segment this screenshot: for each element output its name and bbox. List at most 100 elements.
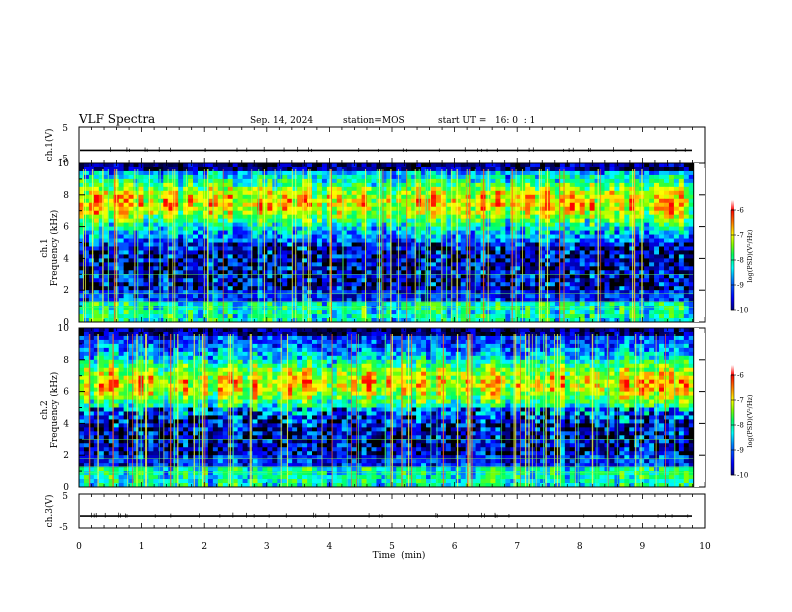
spectrogram-1-cell	[158, 206, 164, 212]
spectrogram-1-cell	[247, 190, 253, 196]
spectrogram-1-cell	[634, 262, 640, 267]
spectrogram-1-cell	[173, 246, 179, 251]
spectrogram-1-cell	[455, 254, 462, 259]
spectrogram-1-cell	[584, 270, 591, 275]
spectrogram-1-cell	[624, 182, 630, 188]
spectrogram-1-cell	[569, 198, 576, 204]
spectrogram-1-cell	[505, 282, 511, 287]
spectrogram-1-cell	[599, 302, 605, 307]
spectrogram-1-cell	[247, 302, 253, 307]
spectrogram-1-cell	[366, 218, 372, 224]
spectrogram-1-cell	[396, 242, 402, 247]
spectrogram-1-cell	[163, 206, 169, 212]
spectrogram-1-cell	[460, 278, 467, 283]
spectrogram-1-cell	[569, 286, 576, 291]
spectrogram-1-cell	[411, 250, 417, 255]
spectrogram-1-cell	[297, 274, 303, 279]
spectrogram-1-cell	[421, 246, 427, 251]
spectrogram-1-cell	[361, 198, 367, 204]
spectrogram-1-cell	[103, 174, 110, 180]
spectrogram-1-cell	[589, 274, 595, 279]
spectrogram-1-cell	[421, 290, 427, 295]
spectrogram-1-cell	[535, 258, 541, 263]
spectrogram-1-cell	[559, 262, 566, 267]
spectrogram-1-cell	[500, 218, 506, 224]
spectrogram-1-cell	[312, 246, 318, 251]
spectrogram-1-cell	[312, 234, 318, 239]
spectrogram-1-cell	[450, 163, 457, 168]
spectrogram-1-cell	[564, 270, 571, 275]
spectrogram-1-cell	[351, 290, 358, 295]
spectrogram-1-cell	[153, 226, 159, 231]
spectrogram-1-cell	[406, 258, 412, 263]
spectrogram-1-cell	[440, 210, 447, 216]
spectrogram-1-cell	[594, 302, 600, 307]
spectrogram-1-cell	[232, 238, 239, 243]
spectrogram-1-cell	[321, 242, 328, 247]
spectrogram-1-cell	[381, 222, 387, 228]
spectrogram-1-cell	[98, 230, 105, 235]
spectrogram-1-cell	[460, 310, 467, 315]
spectrogram-1-cell	[540, 254, 546, 259]
spectrogram-1-cell	[232, 202, 239, 208]
spectrogram-1-cell	[118, 298, 125, 303]
spectrogram-1-cell	[495, 250, 501, 255]
spectrogram-1-cell	[624, 242, 630, 247]
spectrogram-1-cell	[227, 186, 234, 192]
spectrogram-1-cell	[79, 163, 85, 168]
spectrogram-1-cell	[450, 218, 457, 224]
spectrogram-1-cell	[262, 262, 268, 267]
spectrogram-1-cell	[302, 314, 308, 319]
spectrogram-1-cell	[371, 258, 377, 263]
spectrogram-1-cell	[262, 278, 268, 283]
spectrogram-1-cell	[475, 170, 481, 176]
spectrogram-1-cell	[584, 286, 591, 291]
spectrogram-1-cell	[173, 238, 179, 243]
spectrogram-1-cell	[321, 274, 328, 279]
spectrogram-1-cell	[554, 298, 561, 303]
spectrogram-1-cell	[232, 174, 239, 180]
spectrogram-1-cell	[644, 190, 650, 196]
spectrogram-1-cell	[336, 226, 343, 231]
spectrogram-1-cell	[133, 290, 139, 295]
spectrogram-1-cell	[391, 258, 397, 263]
spectrogram-1-cell	[455, 226, 462, 231]
spectrogram-1-cell	[83, 194, 90, 200]
spectrogram-1-cell	[183, 190, 189, 196]
spectrogram-1-cell	[584, 246, 591, 251]
spectrogram-1-cell	[316, 170, 323, 176]
spectrogram-1-cell	[173, 302, 179, 307]
spectrogram-1-cell	[440, 202, 447, 208]
spectrogram-1-cell	[609, 166, 615, 172]
spectrogram-1-cell	[267, 226, 273, 231]
spectrogram-1-cell	[217, 178, 224, 184]
spectrogram-1-cell	[683, 314, 690, 319]
spectrogram-1-cell	[188, 163, 194, 168]
spectrogram-1-cell	[445, 222, 452, 228]
spectrogram-1-cell	[287, 222, 293, 228]
spectrogram-1-cell	[455, 194, 462, 200]
spectrogram-1-cell	[465, 226, 472, 231]
spectrogram-1-cell	[564, 226, 571, 231]
spectrogram-1-cell	[535, 206, 541, 212]
spectrogram-1-cell	[202, 166, 209, 172]
spectrogram-1-cell	[426, 274, 432, 279]
spectrogram-1-cell	[262, 274, 268, 279]
spectrogram-1-cell	[307, 163, 313, 168]
spectrogram-1-cell	[659, 310, 665, 315]
spectrogram-1-cell	[133, 174, 139, 180]
spectrogram-1-cell	[634, 254, 640, 259]
spectrogram-1-cell	[470, 250, 476, 255]
spectrogram-1-cell	[594, 190, 600, 196]
spectrogram-1-cell	[202, 170, 209, 176]
spectrogram-1-cell	[604, 234, 610, 239]
spectrogram-1-cell	[440, 170, 447, 176]
spectrogram-1-cell	[277, 298, 283, 303]
spectrogram-1-cell	[634, 290, 640, 295]
spectrogram-1-cell	[614, 186, 620, 192]
spectrogram-1-cell	[222, 214, 229, 220]
spectrogram-1-cell	[331, 226, 338, 231]
spectrogram-1-cell	[88, 302, 95, 307]
spectrogram-1-cell	[554, 190, 561, 196]
spectrogram-1-cell	[217, 190, 224, 196]
